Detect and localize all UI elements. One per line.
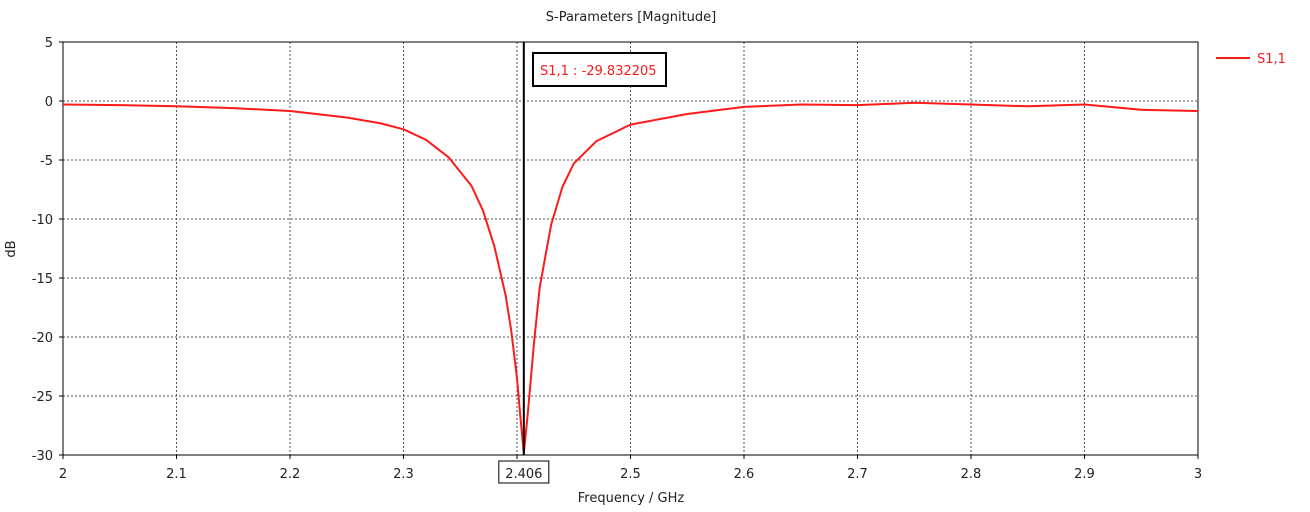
data-point xyxy=(595,140,598,143)
y-tick-label: -10 xyxy=(32,213,53,228)
data-point xyxy=(970,103,973,106)
data-point xyxy=(529,380,532,383)
data-point xyxy=(118,104,121,107)
marker-readout-box xyxy=(532,52,667,87)
data-point xyxy=(686,113,689,116)
data-point xyxy=(799,103,802,106)
series-line-s11 xyxy=(62,101,1199,454)
data-point xyxy=(743,105,746,108)
grid xyxy=(63,42,1198,455)
data-point xyxy=(629,123,632,126)
data-point xyxy=(470,185,473,188)
y-tick-label: -20 xyxy=(32,331,53,346)
y-tick-label: -15 xyxy=(32,272,53,287)
x-tick-label: 2.2 xyxy=(280,467,301,482)
data-point xyxy=(913,101,916,104)
x-tick-label: 3 xyxy=(1194,467,1202,482)
y-axis-ticks: 5 0 -5 -10 -15 -20 -25 -30 xyxy=(32,36,63,464)
data-point xyxy=(1026,105,1029,108)
series-layer xyxy=(62,101,1200,454)
data-point xyxy=(510,330,513,333)
data-point xyxy=(572,162,575,165)
y-tick-label: 5 xyxy=(45,36,53,51)
data-point xyxy=(504,294,507,297)
data-point xyxy=(550,223,553,226)
y-tick-label: -25 xyxy=(32,390,53,405)
x-tick-label: 2.1 xyxy=(166,467,187,482)
marker-layer[interactable]: S1,1 : -29.832205 2.406 xyxy=(498,42,667,484)
x-tick-label: 2.5 xyxy=(620,467,641,482)
data-point xyxy=(533,341,536,344)
data-point xyxy=(62,103,65,106)
x-tick-label: 2.6 xyxy=(734,467,755,482)
legend-label-s11: S1,1 xyxy=(1257,52,1286,67)
marker-x-readout-box xyxy=(498,460,550,484)
x-tick-label: 2.7 xyxy=(847,467,868,482)
data-point xyxy=(561,186,564,189)
data-point xyxy=(425,138,428,141)
data-point xyxy=(1083,103,1086,106)
y-tick-label: -30 xyxy=(32,449,53,464)
chart-title: S-Parameters [Magnitude] xyxy=(546,10,717,25)
marker-readout-text: S1,1 : -29.832205 xyxy=(540,64,657,79)
data-point xyxy=(232,107,235,110)
data-point xyxy=(1140,108,1143,111)
data-point xyxy=(402,128,405,131)
data-point xyxy=(519,416,522,419)
x-tick-label: 2 xyxy=(59,467,67,482)
data-point xyxy=(379,122,382,125)
x-tick-label: 2.9 xyxy=(1074,467,1095,482)
x-axis-ticks: 2 2.1 2.2 2.3 2.5 2.6 2.7 2.8 2.9 3 xyxy=(59,455,1202,482)
y-tick-label: 0 xyxy=(45,95,53,110)
data-point xyxy=(526,418,529,421)
data-point xyxy=(516,377,519,380)
marker-x-readout: 2.406 xyxy=(505,467,542,482)
data-point xyxy=(345,116,348,119)
data-point xyxy=(538,286,541,289)
x-tick-label: 2.8 xyxy=(961,467,982,482)
data-point xyxy=(856,104,859,107)
data-point xyxy=(175,105,178,108)
data-point xyxy=(447,156,450,159)
data-point xyxy=(1197,110,1200,113)
data-point xyxy=(493,245,496,248)
data-point xyxy=(289,110,292,113)
y-tick-label: -5 xyxy=(40,154,53,169)
y-axis-label: dB xyxy=(4,240,19,257)
legend[interactable]: S1,1 xyxy=(1216,52,1286,67)
x-tick-label: 2.3 xyxy=(393,467,414,482)
data-point xyxy=(482,209,485,212)
x-axis-label: Frequency / GHz xyxy=(578,491,685,506)
